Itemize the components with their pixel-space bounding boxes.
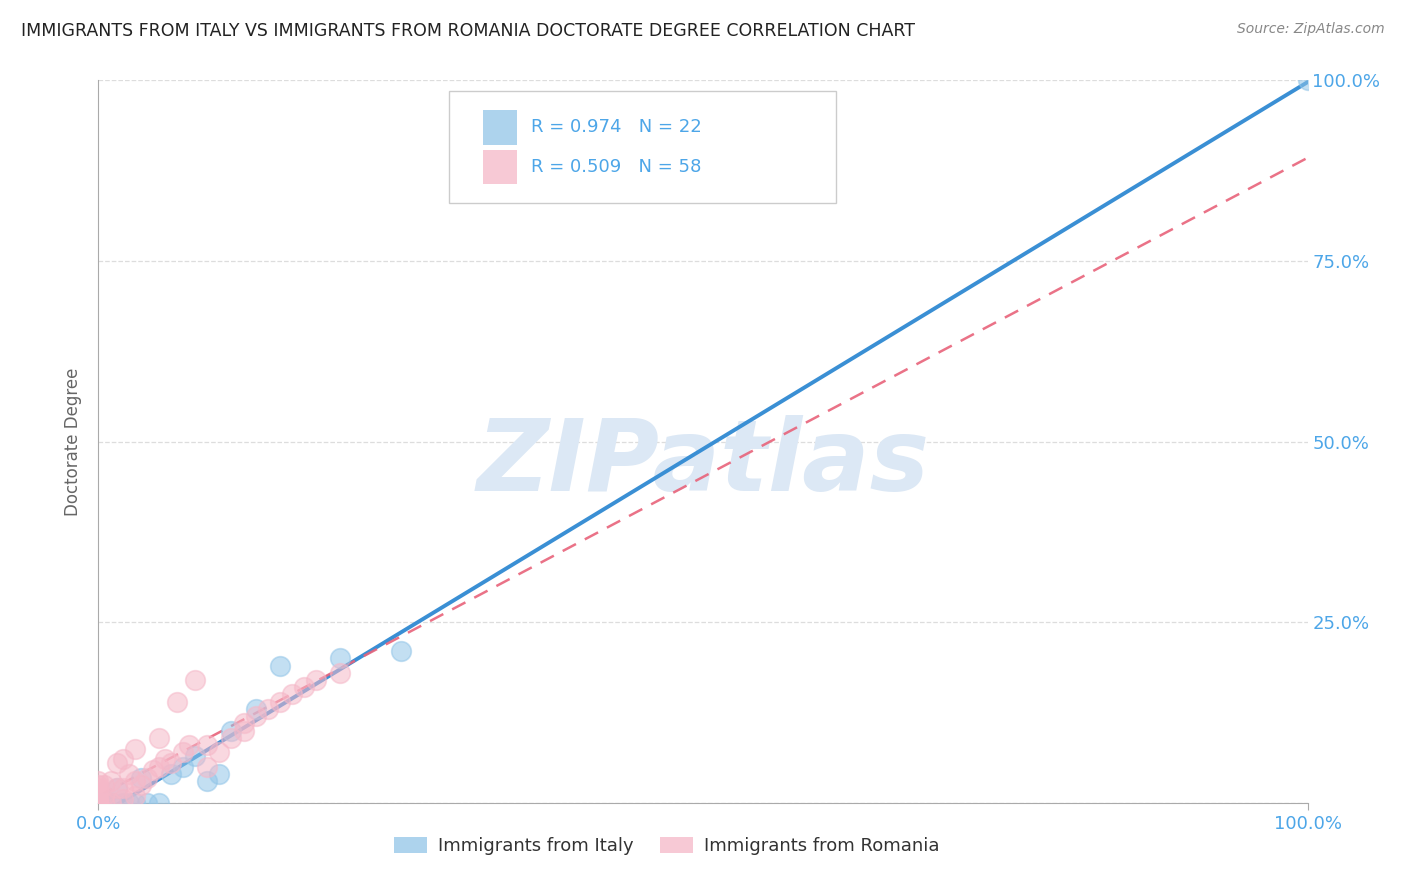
Point	[129, 771, 152, 785]
FancyBboxPatch shape	[482, 110, 517, 145]
FancyBboxPatch shape	[449, 91, 837, 203]
Point	[1296, 73, 1319, 87]
Point	[87, 796, 110, 810]
Point	[93, 796, 115, 810]
Point	[87, 796, 110, 810]
Point	[135, 796, 157, 810]
Point	[124, 789, 146, 803]
Point	[100, 796, 122, 810]
Point	[111, 752, 134, 766]
Point	[292, 680, 315, 694]
Point	[245, 702, 267, 716]
Point	[172, 745, 194, 759]
Point	[87, 796, 110, 810]
Point	[111, 796, 134, 810]
Point	[124, 774, 146, 789]
Point	[87, 796, 110, 810]
Point	[256, 702, 278, 716]
Point	[91, 796, 114, 810]
Point	[100, 796, 122, 810]
FancyBboxPatch shape	[482, 150, 517, 185]
Point	[87, 785, 110, 799]
Point	[148, 731, 170, 745]
Point	[93, 796, 115, 810]
Text: R = 0.974   N = 22: R = 0.974 N = 22	[531, 119, 702, 136]
Point	[87, 796, 110, 810]
Point	[87, 796, 110, 810]
Point	[195, 738, 218, 752]
Point	[105, 756, 128, 770]
Point	[232, 723, 254, 738]
Point	[87, 778, 110, 792]
Point	[87, 789, 110, 803]
Point	[87, 796, 110, 810]
Point	[148, 796, 170, 810]
Point	[221, 723, 243, 738]
Point	[93, 789, 115, 803]
Point	[281, 687, 304, 701]
Point	[184, 673, 207, 687]
Point	[179, 738, 201, 752]
Point	[135, 771, 157, 785]
Point	[208, 745, 231, 759]
Point	[111, 792, 134, 806]
Point	[245, 709, 267, 723]
Point	[329, 651, 352, 665]
Point	[111, 781, 134, 796]
Y-axis label: Doctorate Degree: Doctorate Degree	[65, 368, 83, 516]
Point	[105, 781, 128, 796]
Point	[221, 731, 243, 745]
Point	[329, 665, 352, 680]
Point	[87, 796, 110, 810]
Point	[195, 760, 218, 774]
Point	[269, 658, 291, 673]
Text: ZIPatlas: ZIPatlas	[477, 415, 929, 512]
Point	[269, 695, 291, 709]
Point	[142, 764, 165, 778]
Text: R = 0.509   N = 58: R = 0.509 N = 58	[531, 158, 702, 176]
Point	[87, 796, 110, 810]
Point	[118, 796, 141, 810]
Point	[124, 796, 146, 810]
Point	[184, 748, 207, 763]
Point	[87, 796, 110, 810]
Text: IMMIGRANTS FROM ITALY VS IMMIGRANTS FROM ROMANIA DOCTORATE DEGREE CORRELATION CH: IMMIGRANTS FROM ITALY VS IMMIGRANTS FROM…	[21, 22, 915, 40]
Point	[195, 774, 218, 789]
Point	[148, 760, 170, 774]
Point	[100, 774, 122, 789]
Point	[208, 767, 231, 781]
Point	[172, 760, 194, 774]
Point	[389, 644, 412, 658]
Point	[160, 756, 183, 770]
Text: Source: ZipAtlas.com: Source: ZipAtlas.com	[1237, 22, 1385, 37]
Point	[129, 778, 152, 792]
Point	[166, 695, 188, 709]
Point	[232, 716, 254, 731]
Point	[87, 781, 110, 796]
Point	[87, 796, 110, 810]
Point	[153, 752, 176, 766]
Point	[160, 767, 183, 781]
Point	[93, 778, 115, 792]
Point	[87, 796, 110, 810]
Point	[87, 796, 110, 810]
Point	[87, 774, 110, 789]
Point	[87, 796, 110, 810]
Legend: Immigrants from Italy, Immigrants from Romania: Immigrants from Italy, Immigrants from R…	[387, 830, 946, 863]
Point	[105, 781, 128, 796]
Point	[87, 792, 110, 806]
Point	[305, 673, 328, 687]
Point	[124, 741, 146, 756]
Point	[87, 796, 110, 810]
Point	[118, 767, 141, 781]
